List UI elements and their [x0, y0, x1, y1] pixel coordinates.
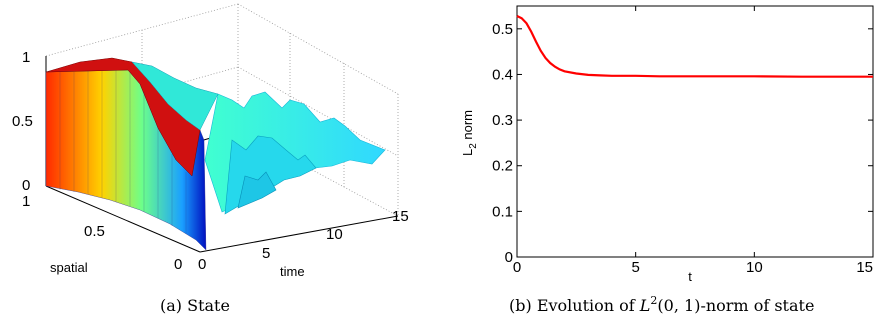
surface-mesh-lines [59, 70, 187, 234]
caption-b: (b) Evolution of L2(0, 1)-norm of state [509, 294, 814, 315]
x-tick-labels: 0 5 10 15 [513, 259, 873, 276]
tick-marks [516, 6, 874, 258]
x-tick-label: 5 [262, 245, 270, 262]
y-axis-label: spatial [50, 260, 88, 275]
series-line [516, 15, 873, 78]
z-tick-label: 0 [22, 177, 30, 194]
x-tick-label: 15 [392, 208, 409, 225]
y-tick-label: 0 [174, 256, 182, 273]
y-tick-label: 0.5 [492, 21, 513, 38]
plot-area [516, 5, 874, 258]
y-tick-label: 0.1 [492, 203, 513, 220]
surface-ribbon [237, 171, 277, 209]
x-tick-label: 15 [856, 259, 873, 276]
z-tick-label: 1 [22, 49, 30, 66]
caption-a: (a) State [160, 296, 230, 315]
surface-back-slope [131, 61, 219, 131]
z-axis-ticks: 0 0.5 1 [12, 49, 33, 194]
x-axis-ticks: 0 5 10 15 [198, 208, 409, 273]
y-tick-label: 0.3 [492, 112, 513, 129]
x-tick-label: 5 [631, 259, 639, 276]
x-tick-label: 10 [326, 226, 343, 243]
x-tick-label: 0 [198, 256, 206, 273]
y-tick-label: 1 [22, 193, 30, 210]
y-axis-label: L2 norm [460, 110, 479, 156]
y-tick-label: 0.2 [492, 158, 513, 175]
z-tick-label: 0.5 [12, 113, 33, 130]
y-tick-label: 0.5 [84, 223, 105, 240]
x-tick-label: 0 [513, 259, 521, 276]
line-chart-panel: 0 0.1 0.2 0.3 0.4 0.5 0 5 10 15 L2 norm t (b) Ev… [460, 5, 874, 315]
surface-main-sweep [45, 57, 219, 251]
y-tick-label: 0 [505, 249, 513, 266]
surface-plot-panel: 0 0.5 1 1 0.5 0 0 5 10 15 spatial time (… [12, 3, 409, 315]
y-axis-ticks: 1 0.5 0 [22, 193, 182, 273]
x-axis-label: time [280, 264, 305, 279]
x-axis-label: t [688, 269, 692, 284]
surface-ribbons [204, 91, 386, 215]
y-tick-label: 0.4 [492, 66, 513, 83]
x-tick-label: 10 [746, 259, 763, 276]
y-tick-labels: 0 0.1 0.2 0.3 0.4 0.5 [492, 21, 513, 266]
